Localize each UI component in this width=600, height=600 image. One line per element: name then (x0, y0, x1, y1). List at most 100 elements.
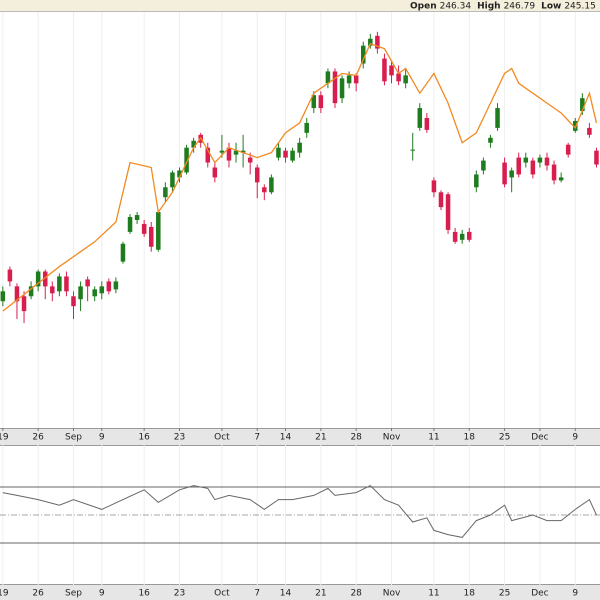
candle-body (481, 160, 486, 171)
candle-body (205, 147, 211, 163)
candle-body (219, 150, 225, 153)
candle-body (544, 157, 550, 166)
candle-body (573, 120, 578, 131)
candle-body (163, 187, 168, 198)
x-tick-label: 16 (138, 589, 150, 599)
date-strip (0, 428, 600, 445)
candle-body (134, 215, 140, 220)
candle-body (42, 271, 48, 287)
candle-body (375, 35, 380, 49)
candle-body (516, 157, 521, 175)
x-tick-label: 9 (572, 433, 578, 443)
header-label: High (477, 2, 500, 12)
candle-body (71, 296, 76, 307)
x-tick-label: 14 (280, 589, 292, 599)
candle-body (233, 150, 239, 155)
candle-body (156, 212, 161, 250)
candle-body (466, 231, 472, 240)
candle-body (389, 65, 394, 76)
header-label: Open (410, 2, 437, 12)
x-tick-label: 23 (174, 589, 185, 599)
candle-body (283, 150, 288, 158)
x-tick-label: 11 (428, 433, 439, 443)
oscillator-line (2, 484, 597, 538)
x-tick-label: Oct (214, 433, 230, 443)
x-tick-label: Dec (531, 433, 548, 443)
x-tick-label: Nov (383, 589, 401, 599)
candle-body (177, 170, 182, 178)
x-tick-label: 18 (464, 433, 476, 443)
candle-body (269, 177, 274, 193)
candle-body (127, 217, 133, 232)
candle-body (417, 108, 423, 128)
candle-body (403, 75, 408, 84)
candle-body (276, 147, 281, 158)
candle-body (226, 147, 232, 161)
candle-body (325, 71, 331, 84)
x-tick-label: 14 (280, 433, 292, 443)
x-tick-label: 21 (315, 589, 326, 599)
x-tick-label: Dec (531, 589, 548, 599)
candle-body (311, 95, 317, 109)
x-tick-label: 9 (572, 589, 578, 599)
candle-body (396, 73, 401, 82)
candle-body (120, 243, 126, 262)
candle-body (254, 167, 260, 183)
candle-body (368, 38, 373, 46)
candle-body (106, 281, 112, 292)
x-tick-label: Sep (65, 433, 82, 443)
candle-body (141, 223, 147, 234)
candle-body (35, 271, 41, 287)
header-value: 246.79 (504, 2, 536, 12)
x-tick-label: 26 (32, 589, 44, 599)
candle-body (78, 286, 83, 300)
x-tick-label: 28 (350, 433, 362, 443)
candle-body (21, 296, 27, 312)
candle-body (184, 147, 189, 173)
x-tick-label: 23 (174, 433, 185, 443)
candle-body (247, 157, 253, 163)
candle-body (587, 127, 592, 135)
x-tick-label: 25 (499, 433, 510, 443)
candle-body (148, 226, 154, 247)
candle-body (438, 192, 444, 208)
candle-body (537, 157, 543, 163)
overlay-line (2, 42, 598, 312)
x-tick-label: 7 (254, 589, 260, 599)
header-label: Low (541, 2, 561, 12)
candle-body (304, 122, 309, 133)
candle-body (50, 286, 55, 294)
candle-body (297, 142, 302, 153)
header-value: 245.15 (564, 2, 596, 12)
candle-body (262, 187, 267, 193)
candle-body (85, 279, 90, 287)
candle-body (530, 160, 536, 175)
candle-body (14, 286, 20, 302)
candle-body (191, 140, 196, 148)
candle-body (459, 233, 465, 240)
candle-body (558, 177, 564, 181)
x-tick-label: Nov (383, 433, 401, 443)
candle-body (594, 150, 599, 165)
candle-body (339, 78, 345, 99)
candle-body (523, 157, 529, 163)
candle-body (488, 137, 493, 143)
candle-body (445, 194, 451, 230)
x-tick-label: Oct (214, 589, 230, 599)
candle-body (240, 150, 246, 153)
candle-body (509, 170, 514, 178)
candle-body (474, 174, 479, 188)
candle-body (353, 75, 359, 84)
candle-body (580, 98, 585, 112)
candle-body (452, 231, 458, 242)
candle-body (332, 71, 338, 104)
candle-body (318, 95, 324, 109)
x-tick-label: 21 (315, 433, 326, 443)
x-tick-label: 19 (0, 589, 9, 599)
candle-body (551, 164, 557, 181)
candle-body (0, 291, 6, 302)
candle-body (28, 286, 34, 297)
candle-body (92, 289, 97, 297)
